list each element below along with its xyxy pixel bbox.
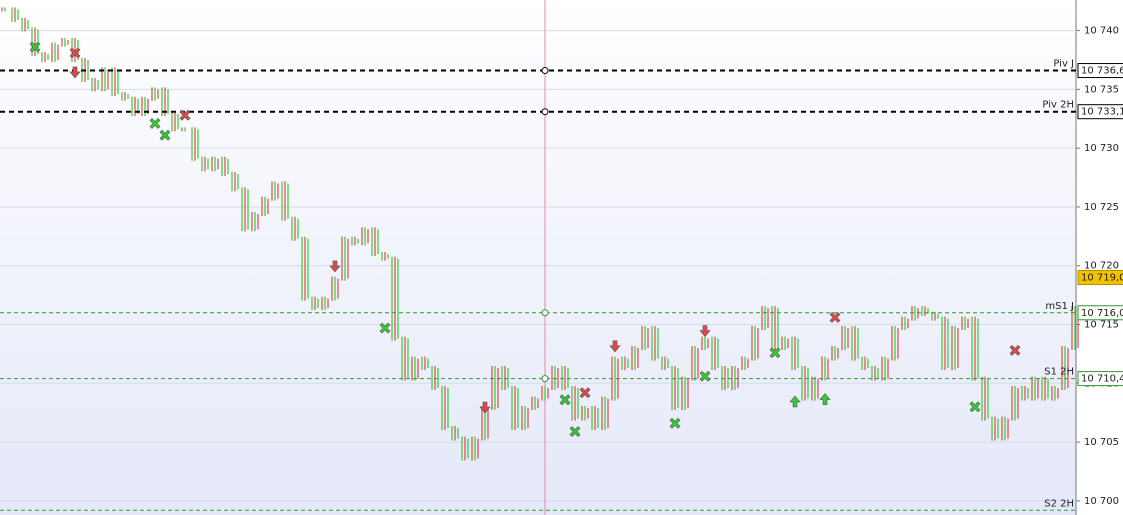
- level-value: 10 736,6: [1081, 66, 1123, 77]
- level-name: Piv J: [1053, 59, 1074, 70]
- level-name: S2 2H: [1044, 498, 1074, 509]
- level-value-box: [1077, 63, 1123, 79]
- level-value-box: [1077, 371, 1123, 387]
- y-tick-label: 10 705: [1084, 437, 1119, 448]
- signal-marker: [149, 118, 161, 129]
- y-tick-label: 10 715: [1084, 320, 1119, 331]
- signal-marker: [1009, 344, 1021, 356]
- plot-area: [0, 0, 1076, 515]
- y-tick-label: 10 735: [1084, 84, 1119, 95]
- level-value-box: [1077, 104, 1123, 120]
- level-cursor-dot: [541, 67, 549, 75]
- signal-marker: [479, 401, 491, 414]
- last-price-label: 10 719,0: [1081, 272, 1123, 283]
- level-value: 10 716,0: [1081, 308, 1123, 319]
- y-tick-label: 10 725: [1084, 202, 1119, 213]
- signal-marker: [179, 109, 191, 121]
- signal-marker: [829, 312, 841, 323]
- signal-marker: [569, 426, 581, 437]
- signal-marker: [789, 395, 801, 408]
- level-name: mS1 J: [1045, 301, 1074, 312]
- signal-marker: [699, 370, 711, 382]
- y-tick-label: 10 720: [1084, 261, 1119, 272]
- y-tick-label: 10 700: [1084, 496, 1119, 507]
- y-tick-label: 10 730: [1084, 143, 1119, 154]
- signal-marker: [969, 401, 981, 413]
- level-cursor-dot: [541, 309, 549, 317]
- axis-panel: [1076, 0, 1123, 515]
- y-tick-label: 10 740: [1084, 26, 1119, 37]
- signal-marker: [699, 325, 711, 338]
- level-value-box: [1077, 305, 1123, 321]
- signal-marker: [379, 322, 391, 334]
- signal-marker: [769, 347, 781, 359]
- signal-marker: [69, 66, 81, 79]
- signal-marker: [159, 129, 171, 141]
- level-value: 10 710,4: [1081, 374, 1123, 385]
- level-cursor-dot: [541, 375, 549, 383]
- signal-marker: [329, 260, 341, 273]
- signal-marker: [609, 340, 621, 353]
- signal-marker: [669, 417, 681, 429]
- level-name: S1 2H: [1044, 367, 1074, 378]
- level-value: 10 733,1: [1081, 107, 1123, 118]
- last-price-box: [1077, 269, 1123, 285]
- level-name: Piv 2H: [1042, 100, 1074, 111]
- level-cursor-dot: [541, 108, 549, 116]
- signal-marker: [29, 41, 41, 53]
- signal-marker: [819, 393, 831, 405]
- signal-marker: [559, 394, 571, 406]
- signal-marker: [69, 47, 81, 59]
- signal-marker: [579, 387, 591, 399]
